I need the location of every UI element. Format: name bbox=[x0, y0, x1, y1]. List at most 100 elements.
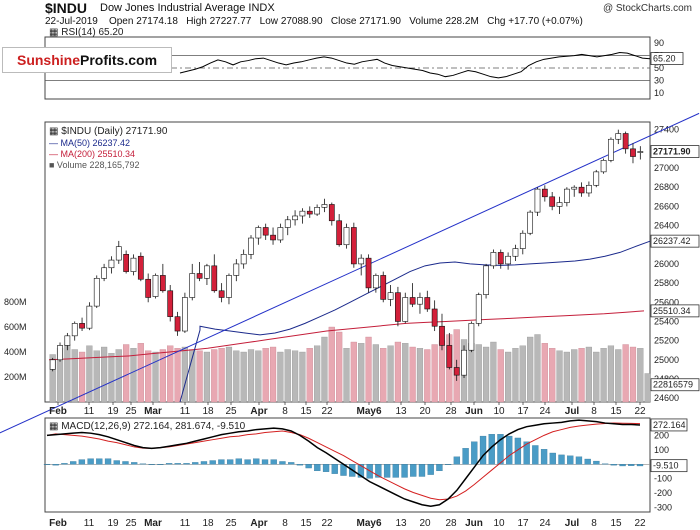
price-x-label: 15 bbox=[610, 406, 622, 417]
macd-histogram-bar bbox=[261, 459, 269, 465]
macd-histogram-bar bbox=[418, 464, 426, 477]
macd-x-label: 10 bbox=[493, 518, 505, 529]
low-label: Low bbox=[259, 16, 279, 27]
volume-tick-label: 800M bbox=[4, 297, 27, 307]
rsi-legend: ▦ RSI(14) 65.20 bbox=[49, 27, 124, 38]
candle-body bbox=[321, 204, 328, 208]
macd-histogram-bar bbox=[218, 459, 225, 465]
volume-bar bbox=[637, 348, 644, 403]
candle-body bbox=[446, 345, 453, 368]
volume-bar bbox=[93, 350, 100, 403]
price-last-value-box bbox=[650, 145, 700, 158]
candle-body bbox=[174, 316, 181, 332]
macd-x-label: 15 bbox=[300, 518, 312, 529]
macd-legend: ▦ MACD(12,26,9) 272.164, 281.674, -9.510 bbox=[49, 421, 246, 432]
macd-histogram-bar bbox=[288, 462, 295, 465]
volume-bar bbox=[284, 349, 291, 403]
close-value: 27171.90 bbox=[359, 16, 401, 27]
logo-part2: Profits.com bbox=[80, 52, 158, 68]
price-x-label: 8 bbox=[282, 406, 288, 417]
volume-bar bbox=[527, 336, 534, 403]
macd-x-label: 25 bbox=[125, 518, 137, 529]
macd-line bbox=[46, 419, 641, 507]
macd-x-label: 18 bbox=[202, 518, 214, 529]
macd-histogram-bar bbox=[314, 464, 321, 472]
macd-x-label: 13 bbox=[395, 518, 407, 529]
macd-histogram-bar bbox=[61, 463, 68, 465]
price-tick-label: 25600 bbox=[654, 297, 679, 307]
price-last-value-box bbox=[650, 304, 700, 318]
volume-bar bbox=[49, 354, 56, 403]
price-x-label: 8 bbox=[591, 406, 597, 417]
macd-hist-last-value-box bbox=[650, 459, 688, 473]
candle-body bbox=[240, 254, 247, 265]
volume-bar bbox=[145, 350, 152, 403]
candle-body bbox=[64, 335, 71, 346]
macd-x-label: 28 bbox=[445, 518, 457, 529]
macd-x-label: 22 bbox=[321, 518, 333, 529]
volume-bar bbox=[152, 351, 159, 403]
volume-bar bbox=[159, 349, 166, 403]
candle-body bbox=[549, 196, 556, 207]
candle-body bbox=[226, 275, 232, 298]
rsi-last-value-box bbox=[650, 52, 684, 65]
macd-histogram-bar bbox=[514, 437, 522, 465]
macd-histogram-bar bbox=[148, 464, 155, 465]
macd-histogram-bar bbox=[244, 459, 251, 465]
macd-x-label: 8 bbox=[591, 518, 597, 529]
macd-tick-label: -200 bbox=[654, 488, 672, 498]
volume-bar bbox=[328, 326, 335, 403]
macd-histogram-bar bbox=[497, 434, 504, 465]
macd-histogram-bar bbox=[96, 458, 103, 465]
macd-last-value-box bbox=[650, 418, 688, 432]
candle-body bbox=[49, 359, 56, 370]
candle-body bbox=[615, 133, 622, 140]
candle-body bbox=[365, 257, 372, 289]
volume-bar bbox=[123, 344, 130, 403]
candle-body bbox=[255, 227, 262, 239]
macd-x-label: Mar bbox=[144, 518, 162, 529]
price-last-value-label: 26237.42 bbox=[653, 236, 691, 246]
candle-body bbox=[93, 278, 100, 307]
chg-label: Chg bbox=[487, 16, 506, 27]
price-x-label: 22 bbox=[634, 406, 646, 417]
volume-bar bbox=[71, 349, 78, 403]
high-label: High bbox=[186, 16, 207, 27]
macd-x-label: 22 bbox=[634, 518, 646, 529]
price-tick-label: 25200 bbox=[654, 336, 679, 346]
price-x-label: 11 bbox=[84, 406, 95, 417]
macd-histogram-bar bbox=[322, 464, 330, 472]
macd-histogram-bar bbox=[636, 464, 644, 467]
volume-bar bbox=[225, 346, 233, 403]
macd-histogram-bar bbox=[122, 461, 129, 465]
volume-tick-label: 400M bbox=[4, 347, 27, 357]
macd-histogram-bar bbox=[52, 464, 59, 466]
macd-x-label: Feb bbox=[49, 518, 67, 529]
candle-body bbox=[637, 151, 644, 153]
macd-histogram-bar bbox=[383, 464, 391, 478]
macd-histogram-bar bbox=[331, 464, 338, 474]
volume-value: 228.2M bbox=[445, 16, 479, 27]
candle-body bbox=[284, 219, 291, 228]
price-x-label: 13 bbox=[395, 406, 407, 417]
volume-bar bbox=[181, 346, 188, 403]
volume-bar bbox=[556, 350, 563, 403]
chg-value: +17.70 (+0.07%) bbox=[508, 16, 583, 27]
price-x-label: Apr bbox=[250, 406, 267, 417]
candle-body bbox=[630, 148, 636, 157]
macd-tick-label: 100 bbox=[654, 445, 669, 455]
volume-bar bbox=[130, 348, 137, 403]
volume-bar bbox=[607, 345, 615, 403]
price-tick-label: 27400 bbox=[654, 125, 679, 135]
candle-body bbox=[593, 171, 600, 186]
macd-x-label: 11 bbox=[84, 518, 95, 529]
macd-histogram-bar bbox=[532, 445, 539, 465]
volume-bar bbox=[78, 351, 86, 403]
candle-body bbox=[233, 263, 240, 276]
macd-histogram-bar bbox=[357, 464, 365, 478]
ticker-symbol: $INDU bbox=[45, 0, 88, 16]
volume-bar bbox=[321, 336, 328, 403]
volume-label: Volume bbox=[409, 16, 443, 27]
price-last-value-label: 27171.90 bbox=[653, 147, 691, 157]
macd-histogram-bar bbox=[87, 458, 94, 465]
